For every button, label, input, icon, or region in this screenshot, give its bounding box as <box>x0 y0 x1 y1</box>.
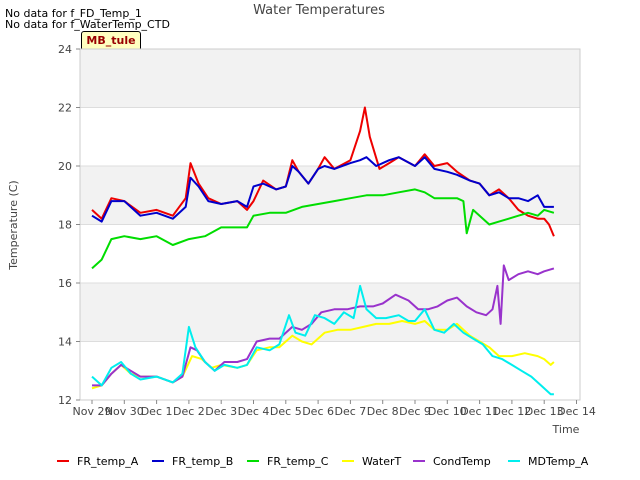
chart-title: Water Temperatures <box>253 3 385 18</box>
legend-label: FR_temp_B <box>172 455 233 468</box>
x-tick-label: Dec 4 <box>238 405 270 418</box>
x-tick-label: Dec 5 <box>270 405 302 418</box>
series-line-mdtemp-a <box>91 284 554 396</box>
grid-bands <box>80 49 580 401</box>
y-tick-label: 12 <box>58 394 72 407</box>
series-line-fr-temp-c <box>91 188 555 270</box>
x-tick-label: Dec 3 <box>205 405 237 418</box>
x-tick-label: Dec 9 <box>399 405 431 418</box>
x-tick-label: Nov 29 <box>73 405 112 418</box>
legend: FR_temp_A FR_temp_B FR_temp_C WaterT CondTem… <box>57 455 589 468</box>
legend-label: FR_temp_C <box>267 455 329 468</box>
y-tick-label: 24 <box>58 43 72 56</box>
x-tick-label: Dec 12 <box>493 405 532 418</box>
x-tick-label: Dec 11 <box>460 405 499 418</box>
series-group <box>91 106 555 396</box>
grid-band <box>80 283 580 342</box>
y-tick-label: 22 <box>58 102 72 115</box>
x-tick-label: Dec 13 <box>525 405 564 418</box>
series-line-condtemp <box>92 264 555 387</box>
legend-label: WaterT <box>362 455 402 468</box>
legend-label: MDTemp_A <box>528 455 589 468</box>
x-tick-label: Dec 8 <box>367 405 399 418</box>
x-tick-label: Nov 30 <box>105 405 144 418</box>
y-tick-label: 20 <box>58 160 72 173</box>
x-tick-label: Dec 2 <box>173 405 205 418</box>
x-tick-label: Dec 7 <box>335 405 367 418</box>
grid-band <box>80 224 580 283</box>
no-data-notes: No data for f_FD_Temp_1 No data for f_Wa… <box>5 8 170 30</box>
y-axis-label: Temperature (C) <box>7 180 20 270</box>
x-axis-label: Time <box>552 423 580 436</box>
grid-band <box>80 107 580 166</box>
y-tick-label: 16 <box>58 277 72 290</box>
y-tick-label: 18 <box>58 219 72 232</box>
x-tick-label: Dec 10 <box>428 405 467 418</box>
no-data-note-1: No data for f_FD_Temp_1 <box>5 7 142 20</box>
y-axis: 12 14 16 18 20 22 24 <box>58 43 80 407</box>
legend-label: CondTemp <box>433 455 491 468</box>
x-tick-label: Dec 1 <box>141 405 173 418</box>
y-tick-label: 14 <box>58 336 72 349</box>
no-data-note-2: No data for f_WaterTemp_CTD <box>5 18 170 31</box>
series-line-fr-temp-b <box>91 156 554 223</box>
grid-band <box>80 49 580 108</box>
x-tick-label: Dec 6 <box>302 405 334 418</box>
legend-label: FR_temp_A <box>77 455 139 468</box>
x-tick-label: Dec 14 <box>557 405 596 418</box>
grid-band <box>80 341 580 400</box>
